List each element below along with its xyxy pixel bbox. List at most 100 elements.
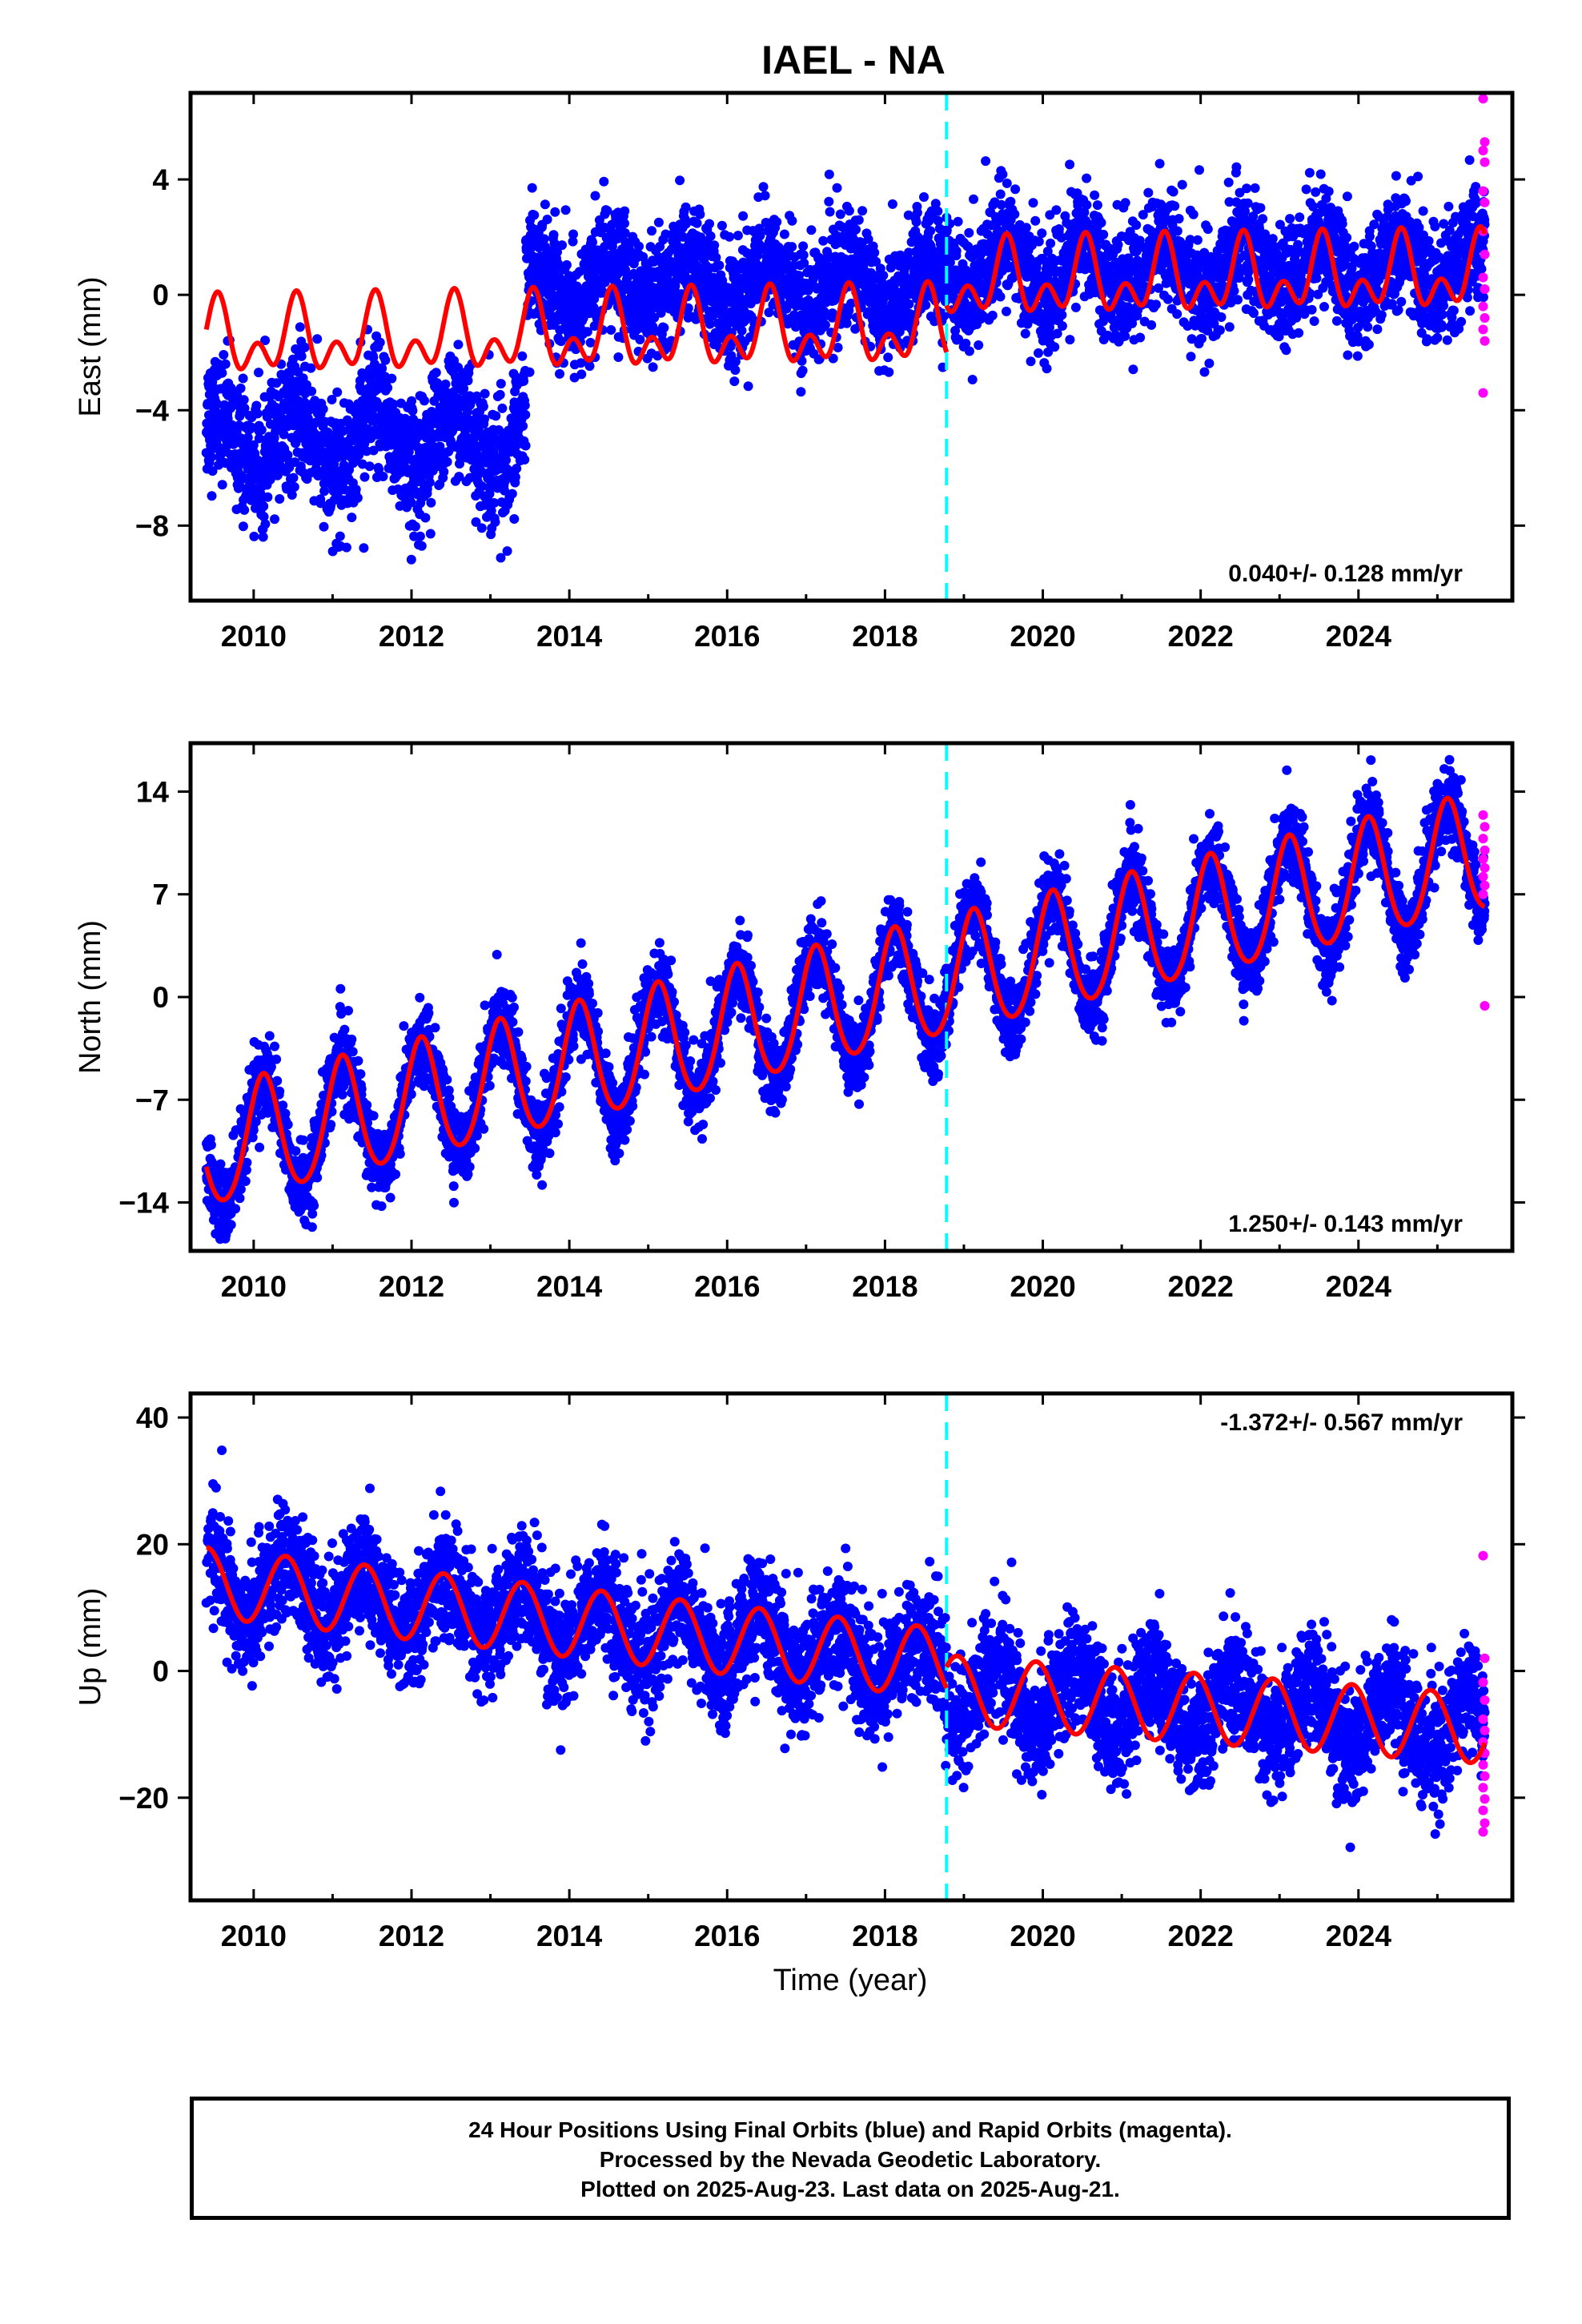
final-orbit-point bbox=[964, 227, 974, 238]
final-orbit-point bbox=[480, 414, 489, 424]
final-orbit-point bbox=[998, 169, 1008, 179]
final-orbit-point bbox=[1021, 223, 1031, 233]
final-orbit-point bbox=[1020, 328, 1030, 339]
final-orbit-point bbox=[743, 381, 753, 392]
final-orbit-point bbox=[207, 466, 218, 476]
final-orbit-point bbox=[550, 207, 560, 217]
final-orbit-point bbox=[1120, 331, 1130, 341]
final-orbit-point bbox=[599, 176, 609, 187]
final-orbit-point bbox=[212, 399, 223, 409]
final-orbit-point bbox=[1301, 184, 1311, 195]
final-orbit-point bbox=[1065, 335, 1075, 345]
final-orbit-point bbox=[951, 246, 962, 256]
final-orbit-point bbox=[486, 505, 496, 516]
final-orbit-point bbox=[1034, 348, 1043, 358]
final-orbit-point bbox=[1151, 300, 1161, 310]
final-orbit-point bbox=[1082, 173, 1092, 183]
final-orbit-point bbox=[1281, 345, 1291, 356]
final-orbit-point bbox=[798, 250, 809, 260]
final-orbit-point bbox=[825, 207, 835, 217]
final-orbit-point bbox=[887, 199, 897, 209]
final-orbit-point bbox=[439, 467, 449, 477]
final-orbit-point bbox=[238, 373, 248, 384]
final-orbit-point bbox=[359, 543, 369, 553]
final-orbit-point bbox=[568, 229, 578, 239]
final-orbit-point bbox=[653, 217, 664, 227]
final-orbit-point bbox=[307, 386, 317, 396]
final-orbit-point bbox=[1331, 316, 1342, 326]
final-orbit-point bbox=[527, 183, 537, 193]
final-orbit-point bbox=[967, 375, 978, 384]
final-orbit-point bbox=[1054, 224, 1064, 234]
final-orbit-point bbox=[1143, 187, 1154, 198]
final-orbit-point bbox=[681, 202, 691, 212]
final-orbit-point bbox=[796, 387, 806, 397]
final-orbit-point bbox=[289, 482, 299, 492]
final-orbit-point bbox=[584, 361, 595, 372]
final-orbit-point bbox=[1304, 167, 1315, 178]
final-orbit-point bbox=[341, 542, 351, 553]
final-orbit-point bbox=[1128, 364, 1138, 375]
final-orbit-point bbox=[275, 494, 285, 504]
final-orbit-point bbox=[883, 352, 893, 363]
final-orbit-point bbox=[500, 485, 510, 496]
final-orbit-point bbox=[1249, 308, 1259, 318]
final-orbit-point bbox=[1243, 275, 1254, 285]
final-orbit-point bbox=[327, 395, 337, 404]
final-orbit-point bbox=[738, 211, 749, 221]
final-orbit-point bbox=[497, 403, 508, 413]
final-orbit-point bbox=[1026, 356, 1036, 367]
final-orbit-point bbox=[582, 327, 592, 337]
final-orbit-point bbox=[964, 346, 974, 356]
final-orbit-point bbox=[878, 271, 889, 280]
final-orbit-point bbox=[797, 365, 808, 376]
final-orbit-point bbox=[634, 241, 644, 251]
final-orbit-point bbox=[844, 206, 854, 216]
final-orbit-point bbox=[380, 355, 391, 365]
final-orbit-point bbox=[442, 456, 452, 467]
final-orbit-point bbox=[512, 464, 522, 473]
final-orbit-point bbox=[520, 409, 531, 420]
final-orbit-point bbox=[548, 230, 559, 240]
final-orbit-point bbox=[869, 247, 880, 258]
final-orbit-point bbox=[207, 491, 217, 501]
final-orbit-point bbox=[501, 455, 511, 465]
final-orbit-point bbox=[1131, 220, 1142, 230]
final-orbit-point bbox=[476, 523, 487, 533]
final-orbit-point bbox=[1197, 333, 1207, 344]
final-orbit-point bbox=[259, 501, 269, 512]
final-orbit-point bbox=[659, 323, 669, 333]
final-orbit-point bbox=[1113, 239, 1123, 250]
final-orbit-point bbox=[1188, 209, 1199, 219]
final-orbit-point bbox=[884, 367, 894, 377]
final-orbit-point bbox=[375, 337, 385, 348]
final-orbit-point bbox=[1342, 232, 1352, 243]
final-orbit-point bbox=[315, 498, 326, 509]
final-orbit-point bbox=[1285, 214, 1295, 224]
final-orbit-point bbox=[705, 231, 716, 241]
final-orbit-point bbox=[981, 156, 991, 167]
final-orbit-point bbox=[459, 384, 469, 394]
final-orbit-point bbox=[1215, 325, 1225, 336]
final-orbit-point bbox=[246, 422, 256, 432]
final-orbit-point bbox=[675, 175, 685, 186]
final-orbit-point bbox=[1050, 342, 1060, 352]
final-orbit-point bbox=[518, 421, 528, 431]
final-orbit-point bbox=[296, 351, 307, 361]
final-orbit-point bbox=[1135, 332, 1146, 343]
final-orbit-point bbox=[1203, 224, 1213, 235]
final-orbit-point bbox=[1231, 162, 1242, 172]
final-orbit-point bbox=[520, 400, 530, 411]
final-orbit-point bbox=[1309, 316, 1319, 326]
final-orbit-point bbox=[853, 215, 864, 225]
final-orbit-point bbox=[1307, 304, 1317, 315]
final-orbit-point bbox=[1192, 235, 1203, 245]
final-orbit-point bbox=[410, 521, 420, 532]
final-orbit-point bbox=[453, 340, 464, 350]
final-orbit-point bbox=[974, 340, 984, 350]
final-orbit-point bbox=[1349, 241, 1359, 251]
final-orbit-point bbox=[239, 403, 250, 413]
final-orbit-point bbox=[480, 388, 490, 399]
final-orbit-point bbox=[725, 231, 735, 242]
final-orbit-point bbox=[851, 224, 861, 235]
